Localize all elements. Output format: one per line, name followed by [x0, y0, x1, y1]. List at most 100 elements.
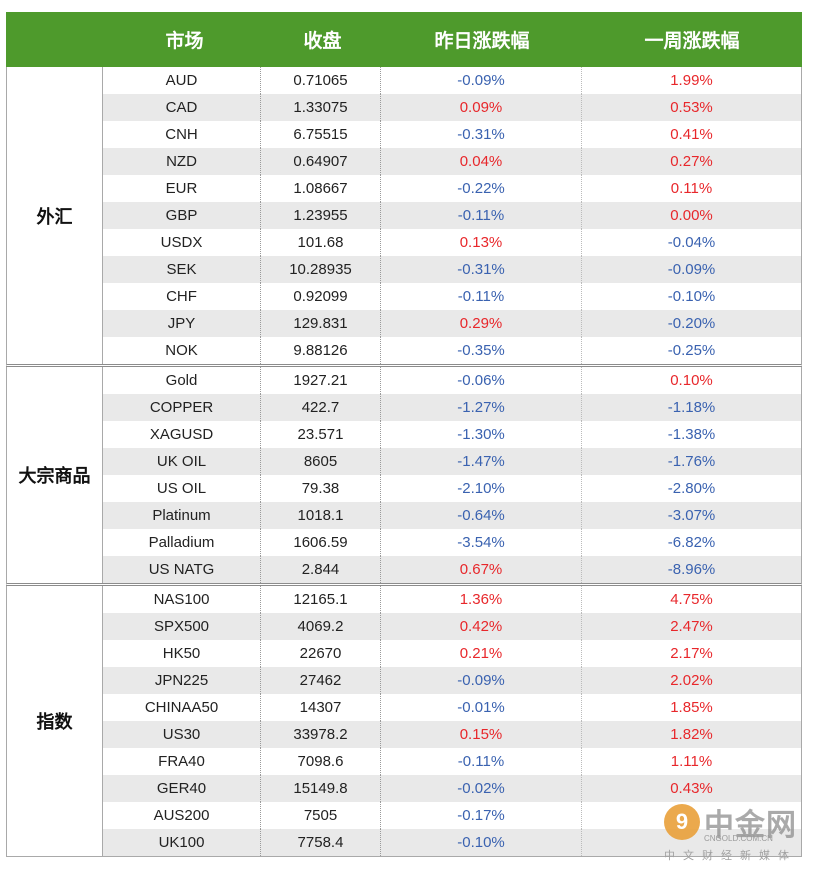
- market-cell: HK50: [162, 645, 201, 662]
- week-change-cell: 1.85%: [581, 694, 801, 721]
- table-row: HK50 22670 0.21% 2.17%: [103, 640, 801, 667]
- day-change-cell: -0.01%: [457, 699, 505, 716]
- close-cell: 2.844: [260, 556, 381, 583]
- table-row: US30 33978.2 0.15% 1.82%: [103, 721, 801, 748]
- day-change-cell: -0.31%: [457, 261, 505, 278]
- market-cell: GBP: [165, 207, 198, 224]
- close-cell: 10.28935: [260, 256, 381, 283]
- close-cell: 1927.21: [260, 367, 381, 394]
- market-cell: Platinum: [152, 507, 211, 524]
- table-row: CAD 1.33075 0.09% 0.53%: [103, 94, 801, 121]
- close-cell: 9.88126: [260, 337, 381, 364]
- day-change-cell: -2.10%: [457, 480, 505, 497]
- watermark-logo-icon: 9: [664, 804, 700, 840]
- week-change-cell: -8.96%: [581, 556, 801, 583]
- table-row: JPY 129.831 0.29% -0.20%: [103, 310, 801, 337]
- market-cell: Gold: [165, 372, 198, 389]
- close-cell: 101.68: [260, 229, 381, 256]
- week-change-cell: 0.41%: [581, 121, 801, 148]
- market-cell: CHINAA50: [144, 699, 219, 716]
- close-cell: 8605: [260, 448, 381, 475]
- day-change-cell: -0.02%: [457, 780, 505, 797]
- close-cell: 4069.2: [260, 613, 381, 640]
- market-cell: USDX: [160, 234, 203, 251]
- watermark-slogan: 中文财经新媒体: [664, 850, 797, 862]
- market-cell: COPPER: [149, 399, 214, 416]
- header-day-change: 昨日涨跌幅: [434, 31, 530, 52]
- day-change-cell: 0.67%: [459, 561, 503, 578]
- week-change-cell: 2.02%: [581, 667, 801, 694]
- day-change-cell: -0.31%: [457, 126, 505, 143]
- market-cell: NOK: [165, 342, 198, 359]
- table-row: USDX 101.68 0.13% -0.04%: [103, 229, 801, 256]
- day-change-cell: -1.27%: [457, 399, 505, 416]
- table-body: 外汇 AUD 0.71065 -0.09% 1.99% CAD 1.33075 0.09% 0.…: [6, 67, 802, 857]
- week-change-cell: -0.25%: [581, 337, 801, 364]
- table-row: SPX500 4069.2 0.42% 2.47%: [103, 613, 801, 640]
- watermark-url: CNGOLD.COM.CN: [704, 834, 773, 843]
- table-row: XAGUSD 23.571 -1.30% -1.38%: [103, 421, 801, 448]
- market-cell: AUD: [165, 72, 198, 89]
- table-row: CNH 6.75515 -0.31% 0.41%: [103, 121, 801, 148]
- close-cell: 7098.6: [260, 748, 381, 775]
- table-row: AUD 0.71065 -0.09% 1.99%: [103, 67, 801, 94]
- header-close: 收盘: [303, 31, 342, 52]
- week-change-cell: -1.18%: [581, 394, 801, 421]
- market-group: 大宗商品 Gold 1927.21 -0.06% 0.10% COPPER 422.7 -1.…: [6, 367, 802, 586]
- close-cell: 15149.8: [260, 775, 381, 802]
- group-rows: NAS100 12165.1 1.36% 4.75% SPX500 4069.2 0.42%…: [103, 586, 801, 856]
- table-row: CHF 0.92099 -0.11% -0.10%: [103, 283, 801, 310]
- table-row: US OIL 79.38 -2.10% -2.80%: [103, 475, 801, 502]
- table-header: 市场 收盘 昨日涨跌幅 一周涨跌幅: [6, 12, 802, 67]
- market-cell: JPY: [167, 315, 196, 332]
- week-change-cell: -0.04%: [581, 229, 801, 256]
- week-change-cell: -2.80%: [581, 475, 801, 502]
- market-cell: JPN225: [154, 672, 209, 689]
- market-cell: XAGUSD: [149, 426, 214, 443]
- day-change-cell: 0.13%: [459, 234, 503, 251]
- day-change-cell: -0.11%: [457, 288, 505, 305]
- day-change-cell: 0.15%: [459, 726, 503, 743]
- market-cell: SPX500: [153, 618, 210, 635]
- close-cell: 27462: [260, 667, 381, 694]
- close-cell: 129.831: [260, 310, 381, 337]
- market-table: 市场 收盘 昨日涨跌幅 一周涨跌幅 外汇 AUD 0.71065 -0.09% 1.99…: [6, 12, 802, 857]
- week-change-cell: -6.82%: [581, 529, 801, 556]
- table-row: NZD 0.64907 0.04% 0.27%: [103, 148, 801, 175]
- table-row: NAS100 12165.1 1.36% 4.75%: [103, 586, 801, 613]
- day-change-cell: -0.17%: [457, 807, 505, 824]
- market-cell: UK OIL: [156, 453, 207, 470]
- group-label: 大宗商品: [7, 367, 103, 583]
- close-cell: 33978.2: [260, 721, 381, 748]
- market-cell: AUS200: [153, 807, 210, 824]
- day-change-cell: -0.09%: [457, 72, 505, 89]
- group-rows: AUD 0.71065 -0.09% 1.99% CAD 1.33075 0.09% 0.53…: [103, 67, 801, 364]
- close-cell: 7505: [260, 802, 381, 829]
- table-row: Palladium 1606.59 -3.54% -6.82%: [103, 529, 801, 556]
- week-change-cell: -3.07%: [581, 502, 801, 529]
- market-group: 指数 NAS100 12165.1 1.36% 4.75% SPX500 4069.2 0.4…: [6, 586, 802, 857]
- week-change-cell: 0.27%: [581, 148, 801, 175]
- table-row: GER40 15149.8 -0.02% 0.43%: [103, 775, 801, 802]
- week-change-cell: 1.11%: [581, 748, 801, 775]
- day-change-cell: 0.29%: [459, 315, 503, 332]
- table-row: AUS200 7505 -0.17%: [103, 802, 801, 829]
- table-row: UK OIL 8605 -1.47% -1.76%: [103, 448, 801, 475]
- close-cell: 23.571: [260, 421, 381, 448]
- day-change-cell: -0.09%: [457, 672, 505, 689]
- table-row: Platinum 1018.1 -0.64% -3.07%: [103, 502, 801, 529]
- close-cell: 14307: [260, 694, 381, 721]
- week-change-cell: [581, 802, 801, 829]
- week-change-cell: 4.75%: [581, 586, 801, 613]
- week-change-cell: 0.10%: [581, 367, 801, 394]
- close-cell: 6.75515: [260, 121, 381, 148]
- table-row: EUR 1.08667 -0.22% 0.11%: [103, 175, 801, 202]
- day-change-cell: -0.64%: [457, 507, 505, 524]
- day-change-cell: -1.47%: [457, 453, 505, 470]
- day-change-cell: -3.54%: [457, 534, 505, 551]
- close-cell: 22670: [260, 640, 381, 667]
- day-change-cell: 0.09%: [459, 99, 503, 116]
- week-change-cell: 1.99%: [581, 67, 801, 94]
- week-change-cell: -0.10%: [581, 283, 801, 310]
- week-change-cell: 2.47%: [581, 613, 801, 640]
